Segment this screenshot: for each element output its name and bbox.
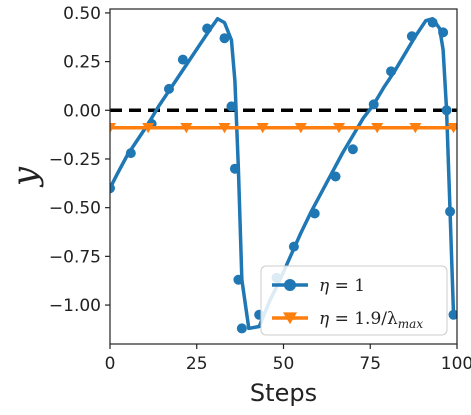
series-1-point xyxy=(386,66,397,77)
series-1-point xyxy=(330,171,341,182)
series-1-point xyxy=(309,208,320,219)
series-2-point xyxy=(409,123,422,134)
x-tick-label: 0 xyxy=(105,354,116,374)
series-2-point xyxy=(333,123,346,134)
x-tick-label: 50 xyxy=(273,354,295,374)
y-tick-label: 0.25 xyxy=(63,53,101,73)
series-2 xyxy=(110,123,457,134)
series-2-point xyxy=(256,123,269,134)
series-1-point xyxy=(441,105,452,116)
series-2-point xyxy=(294,123,307,134)
series-1-point xyxy=(368,99,379,110)
series-2-point xyxy=(110,123,116,134)
series-2-point xyxy=(142,123,155,134)
y-tick-label: −0.25 xyxy=(49,150,101,170)
series-1-point xyxy=(229,163,240,174)
legend-entry-2: η = 1.9/λmax xyxy=(272,309,423,331)
axes: 0 25 50 75 100 0.50 0.25 0.00 −0.25 −0.50 −0.75 −1.… xyxy=(49,4,471,374)
series-1-point xyxy=(226,101,237,112)
series-1-point xyxy=(438,27,449,38)
series-2-point xyxy=(180,123,193,134)
series-1-point xyxy=(347,144,358,155)
series-1-point xyxy=(110,183,115,194)
series-1-point xyxy=(236,323,247,334)
y-tick-label: −0.50 xyxy=(49,199,101,219)
y-axis-title: y xyxy=(5,166,45,188)
x-axis-title: Steps xyxy=(250,379,317,407)
series-1-point xyxy=(427,17,438,28)
x-tick-label: 100 xyxy=(441,354,471,374)
legend-label: η = 1.9/λmax xyxy=(319,309,423,331)
series-2-point xyxy=(371,123,384,134)
series-1-point xyxy=(202,23,213,34)
series-1-point xyxy=(445,206,456,217)
series-1-point xyxy=(125,148,136,159)
y-tick-label: 0.50 xyxy=(63,4,101,24)
series-2-point xyxy=(218,123,231,134)
series-1-point xyxy=(163,83,174,94)
series-1-point xyxy=(233,274,244,285)
y-tick-label: −1.00 xyxy=(49,296,101,316)
y-tick-label: −0.75 xyxy=(49,247,101,267)
legend-marker xyxy=(283,312,297,325)
x-tick-label: 75 xyxy=(359,354,381,374)
series-1-point xyxy=(177,54,188,65)
legend: η = 1 η = 1.9/λmax xyxy=(260,265,448,336)
series-2-point xyxy=(447,123,457,134)
series-1-point xyxy=(219,33,230,44)
series-1-point xyxy=(448,309,457,320)
legend-marker xyxy=(284,279,296,291)
legend-entry-1: η = 1 xyxy=(272,276,365,296)
legend-label: η = 1 xyxy=(319,276,365,296)
y-tick-label: 0.00 xyxy=(63,101,101,121)
series-1-point xyxy=(406,31,417,42)
x-tick-label: 25 xyxy=(186,354,208,374)
series-1-point xyxy=(288,241,299,252)
